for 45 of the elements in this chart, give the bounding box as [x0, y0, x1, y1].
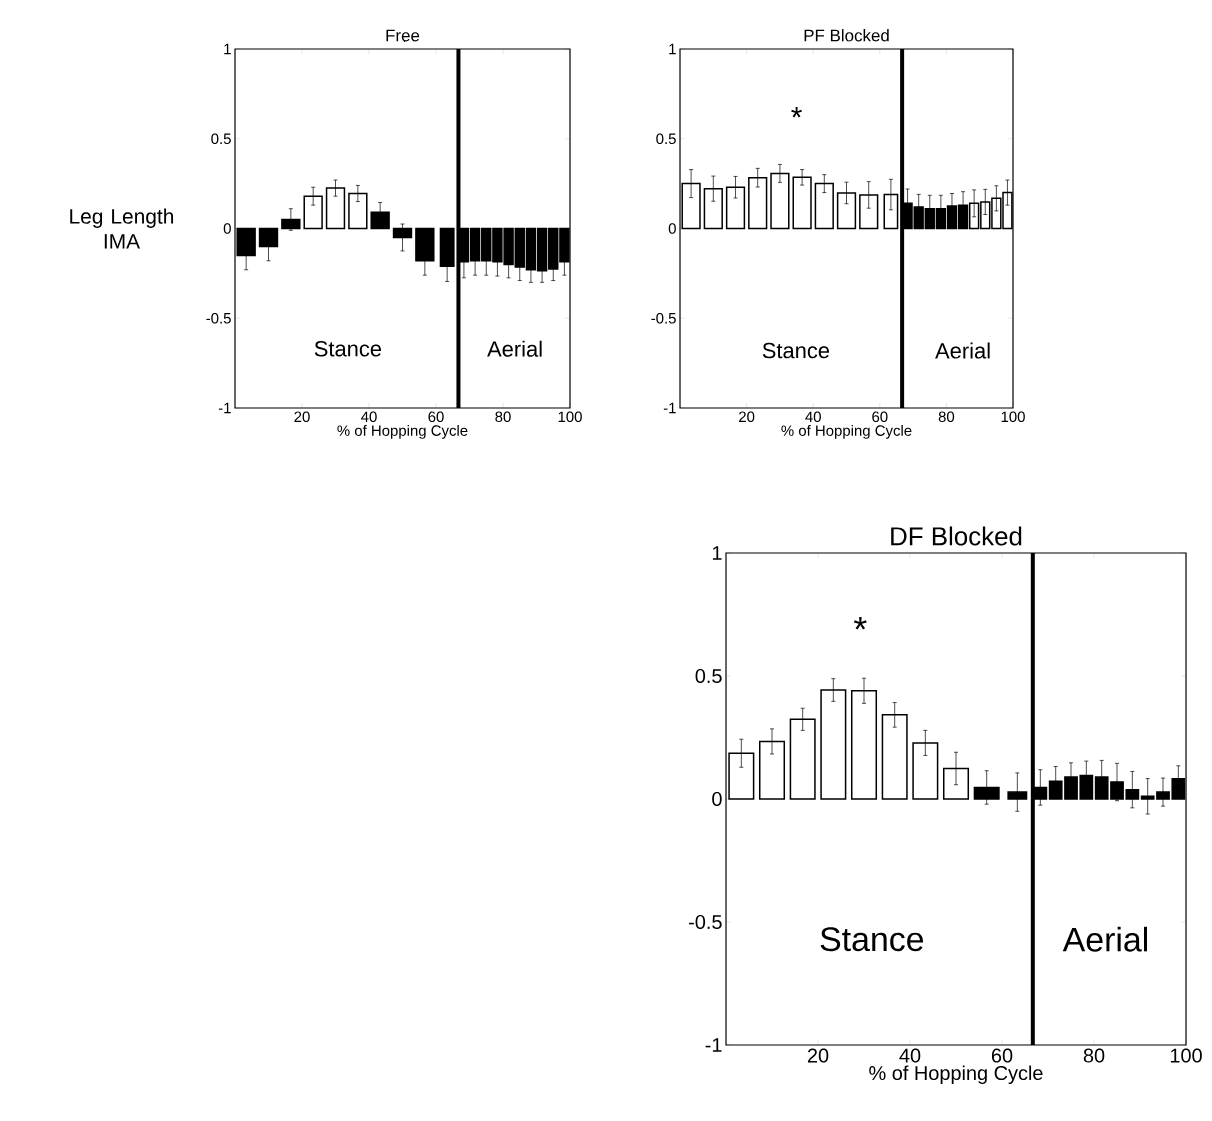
y-tick-label: -1	[705, 1038, 722, 1052]
annotation: Stance	[314, 340, 382, 357]
y-tick-label: -1	[218, 402, 231, 414]
chart-title: Free	[386, 29, 420, 42]
x-tick-label: 40	[899, 1048, 921, 1063]
annotation: *	[853, 616, 867, 630]
x-tick-label: 60	[428, 411, 444, 423]
y-tick-label: 0.5	[695, 668, 722, 684]
chart-title: PF Blocked	[804, 29, 889, 42]
annotation: Stance	[762, 342, 830, 359]
x-tick-label: 20	[807, 1048, 829, 1063]
annotation: Aerial	[487, 340, 542, 357]
x-tick-label: 60	[872, 411, 888, 423]
x-tick-label: 60	[991, 1048, 1013, 1063]
y-tick-label: 1	[712, 546, 722, 560]
y-tick-label: -0.5	[651, 312, 676, 324]
chart-title: DF Blocked	[891, 526, 1022, 546]
y-tick-label: 1	[669, 43, 676, 55]
y-axis-title: Leg Length IMA	[70, 208, 174, 249]
y-tick-label: -1	[663, 402, 676, 414]
x-tick-label: 80	[938, 411, 955, 423]
annotation: Aerial	[1062, 926, 1147, 952]
x-tick-label: 80	[1083, 1048, 1105, 1063]
y-tick-label: 0	[668, 223, 676, 234]
x-tick-label: 20	[294, 411, 310, 423]
x-tick-label: 100	[558, 411, 582, 423]
y-tick-label: 0.5	[211, 133, 231, 145]
x-tick-label: 20	[739, 411, 755, 423]
y-tick-label: 0.5	[656, 133, 676, 145]
x-axis-title: % of Hopping Cycle	[869, 1065, 1043, 1085]
y-tick-label: 0	[712, 791, 722, 807]
y-tick-label: 1	[224, 43, 231, 55]
x-axis-title: % of Hopping Cycle	[781, 424, 912, 439]
y-tick-label: 0	[223, 223, 231, 234]
x-tick-label: 40	[361, 411, 377, 423]
x-tick-label: 100	[1170, 1048, 1202, 1063]
y-tick-label: -0.5	[689, 914, 722, 930]
x-tick-label: 80	[495, 411, 511, 423]
y-tick-label: -0.5	[206, 312, 231, 324]
annotation: Aerial	[935, 342, 990, 359]
annotation: Stance	[820, 927, 924, 952]
x-tick-label: 100	[1001, 411, 1025, 423]
x-tick-label: 40	[805, 411, 821, 423]
x-axis-title: % of Hopping Cycle	[337, 424, 468, 439]
annotation: *	[791, 106, 802, 118]
